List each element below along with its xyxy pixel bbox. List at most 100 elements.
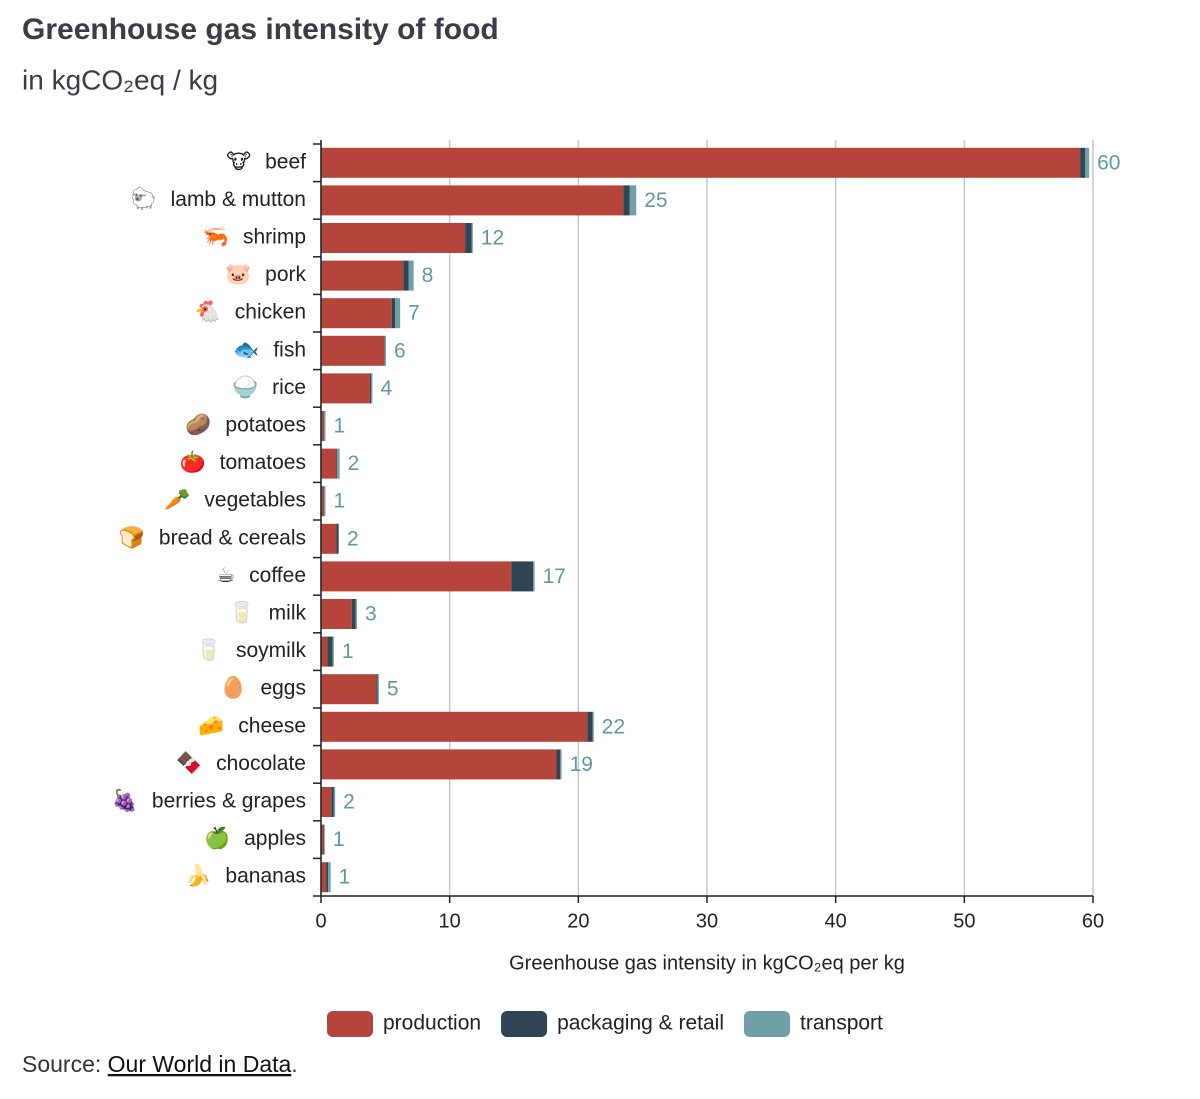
legend-label: production: [383, 1012, 481, 1035]
chart-subtitle: in kgCO₂eq / kg: [22, 64, 218, 95]
bar-segment: [337, 448, 340, 479]
category-label: milk: [269, 602, 307, 625]
bar-segment: [321, 523, 337, 554]
value-label: 19: [570, 753, 593, 776]
category-icon: 🍌: [185, 863, 211, 888]
bar-segment: [408, 260, 414, 291]
bar-segment: [321, 824, 324, 855]
legend-swatch: [744, 1011, 791, 1037]
category-label: coffee: [249, 564, 306, 587]
bar-segment: [338, 523, 340, 554]
category-icon: 🥛: [229, 600, 255, 625]
legend-swatch: [327, 1011, 373, 1037]
category-icon: 🐮: [226, 150, 251, 173]
value-label: 17: [543, 565, 566, 588]
category-icon: ☕: [216, 564, 235, 587]
legend-swatch: [501, 1011, 548, 1037]
category-label: berries & grapes: [152, 790, 306, 813]
category-label: bread & cereals: [159, 526, 306, 549]
value-label: 5: [387, 678, 399, 701]
category-icon: 🧀: [198, 714, 224, 737]
value-label: 7: [408, 302, 420, 325]
category-label: shrimp: [243, 226, 306, 249]
bar-segment: [384, 335, 386, 366]
bar-segment: [321, 147, 1081, 178]
bar-segment: [331, 787, 334, 817]
bar-segment: [321, 787, 332, 817]
category-icon: 🍚: [232, 374, 259, 399]
x-tick-label: 20: [567, 910, 589, 932]
category-icon: 🐷: [225, 263, 251, 286]
bar-segment: [355, 599, 358, 629]
value-label: 3: [365, 603, 377, 626]
bar-segment: [592, 711, 594, 742]
category-label: eggs: [260, 677, 306, 700]
bar-segment: [391, 298, 395, 329]
bar-segment: [324, 486, 326, 517]
bar-segment: [321, 448, 337, 479]
bar-segment: [560, 749, 562, 780]
bar-segment: [321, 298, 392, 329]
bar-segment: [321, 373, 370, 404]
category-icon: 🍇: [112, 788, 138, 814]
category-icon: 🥚: [220, 675, 246, 700]
bar-segment: [321, 185, 624, 216]
bar-segment: [321, 223, 466, 253]
value-label: 60: [1097, 151, 1120, 174]
bar-segment: [321, 636, 328, 667]
bar-segment: [332, 636, 334, 667]
category-icon: 🥛: [196, 637, 222, 662]
bar-segment: [324, 824, 325, 855]
category-label: rice: [272, 376, 306, 399]
bar-segment: [323, 486, 325, 517]
chart-title: Greenhouse gas intensity of food: [22, 13, 499, 46]
bar-segment: [623, 185, 630, 216]
x-tick-label: 40: [825, 910, 847, 932]
bar-segment: [324, 411, 326, 441]
bar-segment: [321, 674, 377, 705]
bar-segment: [384, 335, 385, 366]
bar-segment: [326, 862, 329, 893]
source: Source: Our World in Data.: [22, 1051, 298, 1077]
x-tick-label: 0: [315, 910, 326, 932]
bar-segment: [369, 373, 372, 404]
value-label: 2: [347, 527, 359, 550]
category-label: bananas: [225, 865, 306, 888]
value-label: 12: [481, 227, 504, 250]
legend-label: packaging & retail: [557, 1012, 724, 1035]
bar-segment: [394, 298, 401, 329]
category-label: chicken: [235, 301, 306, 324]
bar-segment: [321, 599, 352, 629]
value-label: 1: [339, 866, 351, 889]
bar-segment: [1085, 147, 1090, 178]
category-label: apples: [244, 827, 306, 850]
source-link[interactable]: Our World in Data: [108, 1051, 292, 1077]
bar-segment: [321, 749, 557, 780]
bar-segment: [327, 636, 333, 667]
category-label: potatoes: [225, 414, 306, 437]
bar-segment: [321, 411, 324, 441]
category-icon: 🐑: [130, 186, 156, 211]
legend: production packaging & retail transport: [327, 1011, 883, 1037]
value-label: 1: [342, 640, 354, 663]
bar-segment: [533, 561, 535, 592]
bar-segment: [371, 373, 373, 404]
value-label: 8: [422, 264, 434, 287]
bar-segment: [323, 824, 325, 855]
category-label: lamb & mutton: [171, 188, 306, 211]
category-icon: 🥕: [164, 488, 190, 512]
bar-segment: [403, 260, 409, 291]
bar-segment: [321, 335, 385, 366]
category-icon: 🍫: [176, 750, 202, 775]
bar-segment: [376, 674, 378, 705]
category-label: tomatoes: [220, 451, 306, 474]
category-icon: 🍅: [179, 449, 205, 475]
bar-segment: [629, 185, 637, 216]
source-suffix: .: [291, 1051, 297, 1077]
value-label: 25: [644, 189, 667, 212]
bar-segment: [465, 223, 472, 253]
category-icon: 🐟: [233, 338, 259, 361]
value-label: 2: [348, 452, 360, 475]
value-label: 4: [380, 377, 392, 400]
